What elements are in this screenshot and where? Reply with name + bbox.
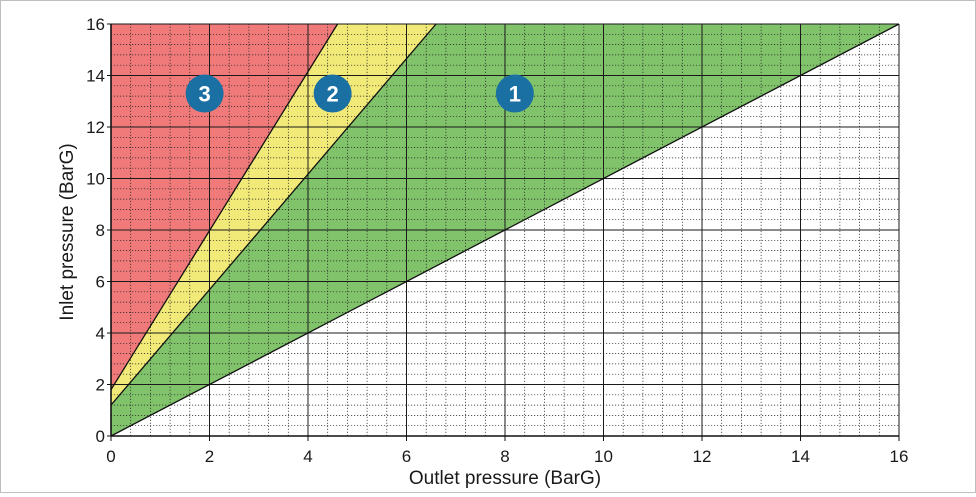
y-tick-label: 6: [96, 273, 105, 292]
x-tick-label: 4: [303, 447, 312, 466]
region-2-badge-label: 2: [327, 82, 339, 107]
x-tick-label: 16: [890, 447, 909, 466]
y-tick-label: 0: [96, 427, 105, 446]
y-tick-label: 2: [96, 376, 105, 395]
x-tick-label: 6: [402, 447, 411, 466]
x-axis-title: Outlet pressure (BarG): [409, 468, 601, 489]
y-tick-label: 12: [86, 118, 105, 137]
y-axis-title: Inlet pressure (BarG): [57, 143, 78, 320]
region-1-badge-label: 1: [509, 82, 521, 107]
region-boundary-line: [110, 23, 339, 390]
region-2-badge: [313, 74, 352, 113]
y-tick-label: 8: [96, 221, 105, 240]
x-tick-label: 10: [594, 447, 613, 466]
boundary-lines: [110, 23, 900, 437]
region-3-badge: [185, 74, 224, 113]
x-tick-label: 0: [106, 447, 115, 466]
region-boundary-line: [110, 23, 437, 406]
x-tick-label: 8: [500, 447, 509, 466]
y-tick-label: 16: [86, 15, 105, 34]
x-tick-label: 12: [693, 447, 712, 466]
x-axis-ticks: 0 2 4 6 8 10 12 14 16: [106, 436, 908, 466]
region-3-badge-label: 3: [198, 82, 210, 107]
region-1-badge: [495, 74, 534, 113]
y-axis-ticks: 0 2 4 6 8 10 12 14 16: [86, 15, 111, 446]
region-boundary-line: [110, 23, 900, 437]
y-tick-label: 10: [86, 170, 105, 189]
x-tick-label: 2: [205, 447, 214, 466]
y-tick-label: 4: [96, 324, 105, 343]
y-tick-label: 14: [86, 67, 105, 86]
x-tick-label: 14: [791, 447, 810, 466]
region-badges: 3 2 1: [185, 74, 534, 113]
